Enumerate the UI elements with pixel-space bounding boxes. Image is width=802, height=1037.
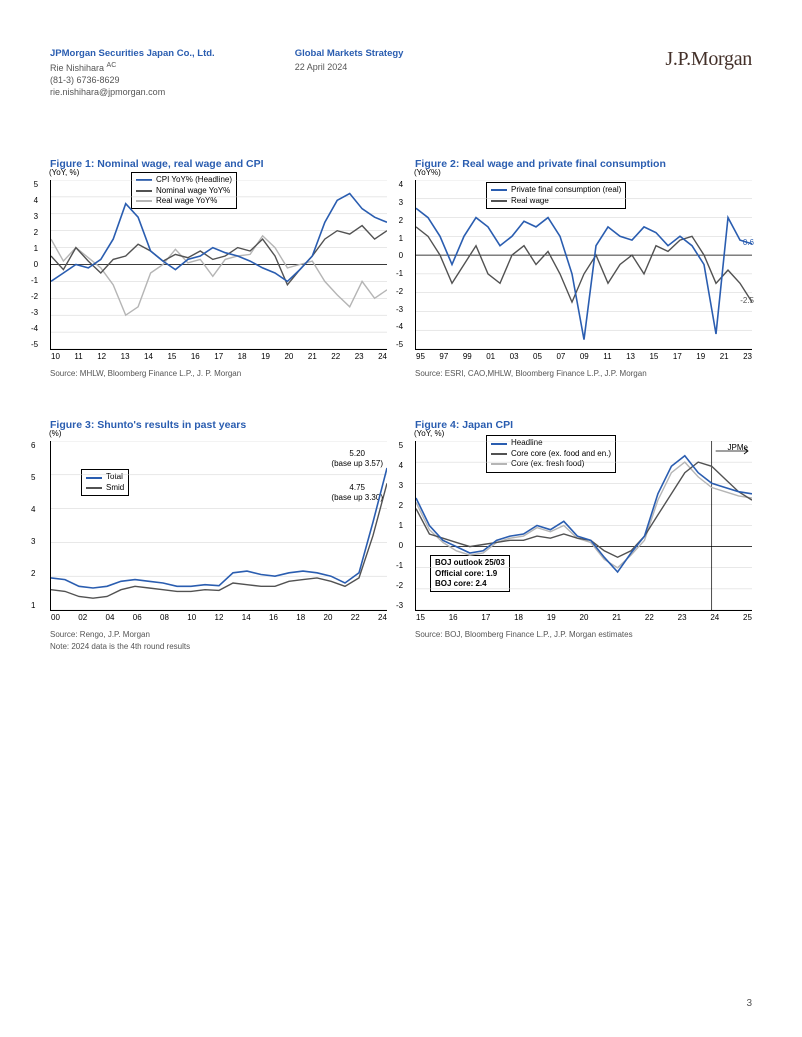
figure-3-title: Figure 3: Shunto's results in past years	[50, 419, 387, 431]
figure-3-yunit: (%)	[49, 429, 61, 438]
figure-1-chart: (YoY, %) CPI YoY% (Headline)Nominal wage…	[50, 180, 387, 350]
figure-4-yunit: (YoY, %)	[414, 429, 444, 438]
figure-2: Figure 2: Real wage and private final co…	[415, 158, 752, 379]
figure-1-source: Source: MHLW, Bloomberg Finance L.P., J.…	[50, 368, 387, 379]
strategy-title: Global Markets Strategy	[295, 48, 404, 61]
figure-3-note: Note: 2024 data is the 4th round results	[50, 642, 190, 651]
strategy-block: Global Markets Strategy 22 April 2024	[295, 48, 404, 98]
figure-4: Figure 4: Japan CPI (YoY, %) HeadlineCor…	[415, 419, 752, 651]
figure-2-source: Source: ESRI, CAO,MHLW, Bloomberg Financ…	[415, 368, 752, 379]
figure-3-source: Source: Rengo, J.P. Morgan Note: 2024 da…	[50, 629, 387, 651]
figures-grid: Figure 1: Nominal wage, real wage and CP…	[50, 158, 752, 652]
figure-3-source-text: Source: Rengo, J.P. Morgan	[50, 630, 150, 639]
figure-1-title: Figure 1: Nominal wage, real wage and CP…	[50, 158, 387, 170]
page-number: 3	[746, 998, 752, 1009]
figure-3: Figure 3: Shunto's results in past years…	[50, 419, 387, 651]
header-left: JPMorgan Securities Japan Co., Ltd. Rie …	[50, 48, 403, 98]
company-name: JPMorgan Securities Japan Co., Ltd.	[50, 48, 215, 61]
strategy-date: 22 April 2024	[295, 61, 404, 73]
author-email: rie.nishihara@jpmorgan.com	[50, 86, 215, 98]
figure-1: Figure 1: Nominal wage, real wage and CP…	[50, 158, 387, 379]
author-line: Rie Nishihara AC	[50, 61, 215, 74]
page-header: JPMorgan Securities Japan Co., Ltd. Rie …	[50, 48, 752, 98]
author-sup: AC	[107, 62, 117, 69]
figure-3-chart: (%) TotalSmid 5.20(base up 3.57) 4.75(ba…	[50, 441, 387, 611]
figure-1-yunit: (YoY, %)	[49, 168, 79, 177]
figure-2-title: Figure 2: Real wage and private final co…	[415, 158, 752, 170]
jpmorgan-logo: J.P.Morgan	[665, 48, 752, 71]
figure-4-chart: (YoY, %) HeadlineCore core (ex. food and…	[415, 441, 752, 611]
company-block: JPMorgan Securities Japan Co., Ltd. Rie …	[50, 48, 215, 98]
author-name: Rie Nishihara	[50, 63, 104, 73]
figure-2-chart: (YoY%) Private final consumption (real)R…	[415, 180, 752, 350]
figure-4-source: Source: BOJ, Bloomberg Finance L.P., J.P…	[415, 629, 752, 640]
figure-2-yunit: (YoY%)	[414, 168, 441, 177]
figure-4-title: Figure 4: Japan CPI	[415, 419, 752, 431]
author-phone: (81-3) 6736-8629	[50, 74, 215, 86]
